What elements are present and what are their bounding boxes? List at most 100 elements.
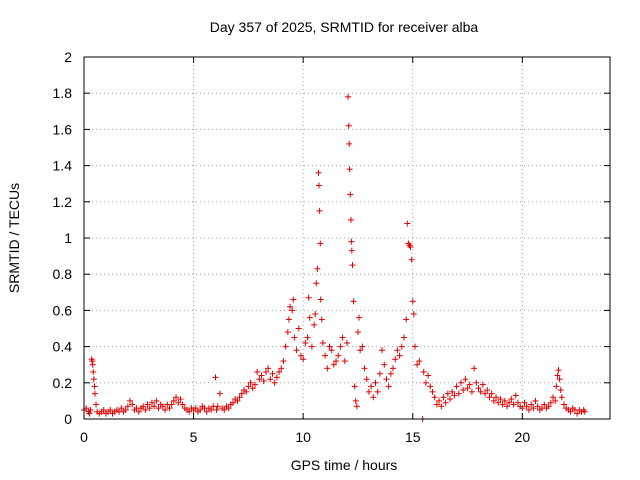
x-tick-label: 20 xyxy=(515,429,531,445)
data-point xyxy=(553,383,560,390)
data-point xyxy=(581,408,588,415)
data-point xyxy=(466,381,473,388)
data-point xyxy=(308,343,315,350)
data-point xyxy=(212,374,219,381)
data-point xyxy=(534,403,541,410)
data-point xyxy=(159,403,166,410)
data-point xyxy=(348,247,355,254)
y-tick-label: 0.4 xyxy=(53,339,73,355)
data-point xyxy=(269,370,276,377)
data-point xyxy=(319,339,326,346)
data-point xyxy=(314,265,321,272)
data-point xyxy=(234,397,241,404)
data-point xyxy=(142,406,149,413)
data-point xyxy=(554,372,561,379)
data-point xyxy=(166,405,173,412)
data-point xyxy=(273,374,280,381)
data-point xyxy=(473,379,480,386)
data-point xyxy=(260,377,267,384)
data-point xyxy=(436,397,443,404)
data-point xyxy=(170,397,177,404)
x-axis-title: GPS time / hours xyxy=(291,457,398,473)
data-point xyxy=(556,376,563,383)
data-point xyxy=(506,399,513,406)
data-point xyxy=(118,405,125,412)
data-point xyxy=(490,397,497,404)
data-point xyxy=(493,394,500,401)
data-point xyxy=(312,311,319,318)
data-point xyxy=(396,352,403,359)
data-point xyxy=(335,352,342,359)
data-point xyxy=(265,365,272,372)
data-point xyxy=(278,365,285,372)
data-point xyxy=(407,244,414,251)
data-point xyxy=(530,405,537,412)
data-point xyxy=(135,408,142,415)
data-point xyxy=(333,358,340,365)
data-point xyxy=(379,347,386,354)
data-point xyxy=(90,368,97,375)
y-tick-label: 1.6 xyxy=(53,121,73,137)
data-point xyxy=(293,347,300,354)
data-point xyxy=(404,220,411,227)
data-point xyxy=(545,403,552,410)
data-point xyxy=(501,397,508,404)
data-point xyxy=(385,383,392,390)
data-point xyxy=(247,379,254,386)
data-point xyxy=(550,394,557,401)
data-point xyxy=(291,334,298,341)
data-point xyxy=(400,334,407,341)
data-point xyxy=(290,296,297,303)
data-point xyxy=(173,394,180,401)
data-point xyxy=(344,339,350,346)
data-point xyxy=(560,401,567,408)
data-point xyxy=(541,401,548,408)
data-point xyxy=(414,361,421,368)
data-point xyxy=(271,379,278,386)
data-point xyxy=(457,379,464,386)
data-point xyxy=(484,387,491,394)
data-point xyxy=(497,396,504,403)
tick-layer: 00.20.40.60.811.21.41.61.820 5 10 15 20 xyxy=(53,49,610,445)
data-point xyxy=(337,343,344,350)
data-point xyxy=(410,311,417,318)
data-point xyxy=(341,358,348,365)
data-point xyxy=(370,394,377,401)
data-point xyxy=(93,401,100,408)
data-point xyxy=(306,314,313,321)
data-point xyxy=(155,405,162,412)
data-point xyxy=(354,329,361,336)
data-point xyxy=(523,403,530,410)
data-point xyxy=(352,397,359,404)
data-point xyxy=(282,343,289,350)
data-point xyxy=(422,379,429,386)
data-point xyxy=(479,381,486,388)
data-point xyxy=(90,376,97,383)
data-point xyxy=(427,383,434,390)
data-point xyxy=(304,334,311,341)
data-point xyxy=(372,379,379,386)
data-point xyxy=(455,390,462,397)
data-point xyxy=(347,191,354,198)
data-points xyxy=(81,93,588,422)
data-point xyxy=(409,298,416,305)
y-tick-label: 1.8 xyxy=(53,85,73,101)
data-point xyxy=(315,169,322,176)
data-point xyxy=(324,365,331,372)
data-point xyxy=(351,383,358,390)
data-point xyxy=(347,216,354,223)
data-point xyxy=(100,406,107,413)
data-point xyxy=(317,240,324,247)
data-point xyxy=(449,388,456,395)
data-point xyxy=(519,405,526,412)
data-point xyxy=(346,166,353,173)
data-point xyxy=(213,406,220,413)
data-point xyxy=(230,399,237,406)
data-point xyxy=(249,385,256,392)
data-point xyxy=(356,314,363,321)
x-tick-label: 5 xyxy=(190,429,198,445)
data-point xyxy=(127,397,134,404)
data-point xyxy=(91,390,98,397)
data-point xyxy=(381,361,388,368)
